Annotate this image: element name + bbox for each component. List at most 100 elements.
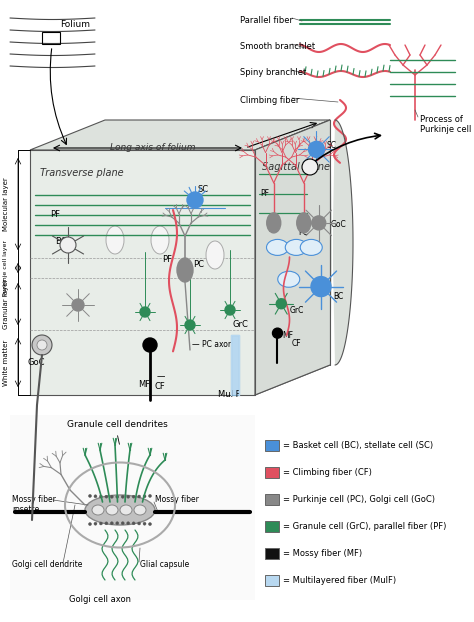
Text: Golgi cell dendrite: Golgi cell dendrite xyxy=(12,560,82,569)
Text: CF: CF xyxy=(155,382,166,391)
Text: Granule cell dendrites: Granule cell dendrites xyxy=(67,420,167,429)
Text: = Basket cell (BC), stellate cell (SC): = Basket cell (BC), stellate cell (SC) xyxy=(283,441,433,450)
Bar xyxy=(10,415,255,600)
Circle shape xyxy=(143,522,146,525)
Circle shape xyxy=(110,522,113,525)
Ellipse shape xyxy=(85,495,155,525)
Text: Climbing fiber: Climbing fiber xyxy=(240,96,300,105)
Text: Golgi cell axon: Golgi cell axon xyxy=(69,595,131,604)
Circle shape xyxy=(311,277,331,297)
Text: Sagittal plane: Sagittal plane xyxy=(262,162,330,172)
Text: GrC: GrC xyxy=(233,320,249,329)
Text: = Climbing fiber (CF): = Climbing fiber (CF) xyxy=(283,468,372,477)
Circle shape xyxy=(105,522,108,525)
Circle shape xyxy=(185,320,195,330)
Text: PC: PC xyxy=(193,260,204,269)
Bar xyxy=(265,494,279,505)
Circle shape xyxy=(116,522,119,525)
Circle shape xyxy=(148,494,152,498)
Circle shape xyxy=(100,495,102,498)
Ellipse shape xyxy=(297,213,311,233)
Text: = Mossy fiber (MF): = Mossy fiber (MF) xyxy=(283,549,362,558)
Text: — PC axon: — PC axon xyxy=(192,340,233,349)
Text: Molecular layer: Molecular layer xyxy=(3,177,9,231)
Text: Spiny branchlet: Spiny branchlet xyxy=(240,68,306,77)
Text: BC: BC xyxy=(55,237,67,246)
Text: PC: PC xyxy=(268,225,278,234)
Circle shape xyxy=(100,522,102,525)
Circle shape xyxy=(187,192,203,208)
Circle shape xyxy=(127,495,130,498)
Text: —: — xyxy=(157,372,165,381)
Text: PF: PF xyxy=(162,255,172,264)
Ellipse shape xyxy=(300,239,322,256)
Circle shape xyxy=(140,307,150,317)
Ellipse shape xyxy=(285,239,307,256)
Text: SC: SC xyxy=(198,185,209,194)
Polygon shape xyxy=(255,120,353,395)
Text: GrC: GrC xyxy=(289,306,304,315)
Text: Mul F: Mul F xyxy=(218,390,240,399)
Text: White matter: White matter xyxy=(3,340,9,386)
Bar xyxy=(265,548,279,559)
Text: Mossy fiber
rosette: Mossy fiber rosette xyxy=(12,495,56,514)
Polygon shape xyxy=(231,335,239,395)
Text: Process of
Purkinje cell: Process of Purkinje cell xyxy=(420,115,471,134)
Text: MF: MF xyxy=(283,331,293,340)
Circle shape xyxy=(127,522,130,525)
Ellipse shape xyxy=(106,505,118,515)
Text: BC: BC xyxy=(333,292,343,300)
Circle shape xyxy=(137,495,141,498)
Circle shape xyxy=(94,494,97,498)
Circle shape xyxy=(105,495,108,498)
Ellipse shape xyxy=(134,505,146,515)
Text: = Purkinje cell (PC), Golgi cell (GoC): = Purkinje cell (PC), Golgi cell (GoC) xyxy=(283,495,435,504)
Circle shape xyxy=(132,495,135,498)
Text: Transverse plane: Transverse plane xyxy=(40,168,124,178)
Circle shape xyxy=(116,495,119,498)
Text: GoC: GoC xyxy=(28,358,46,367)
Circle shape xyxy=(72,299,84,311)
Bar xyxy=(265,575,279,586)
Bar xyxy=(265,467,279,478)
Circle shape xyxy=(94,522,97,525)
Circle shape xyxy=(137,522,141,525)
Circle shape xyxy=(225,305,235,315)
Circle shape xyxy=(148,522,152,526)
Circle shape xyxy=(32,335,52,355)
Text: Folium: Folium xyxy=(60,20,90,29)
Text: Long axis of folium: Long axis of folium xyxy=(110,143,195,152)
Text: Purkinje cell layer: Purkinje cell layer xyxy=(3,240,9,296)
Circle shape xyxy=(143,494,146,498)
Text: PF: PF xyxy=(260,188,269,198)
Ellipse shape xyxy=(92,505,104,515)
Circle shape xyxy=(273,328,283,338)
Text: Glial capsule: Glial capsule xyxy=(140,560,189,569)
Text: Parallel fiber: Parallel fiber xyxy=(240,16,293,25)
Text: Mossy fiber: Mossy fiber xyxy=(155,495,199,504)
Circle shape xyxy=(276,299,286,309)
Circle shape xyxy=(89,494,91,498)
Bar xyxy=(265,521,279,532)
Circle shape xyxy=(312,216,326,230)
Ellipse shape xyxy=(120,505,132,515)
Ellipse shape xyxy=(151,226,169,254)
Text: PF: PF xyxy=(50,210,60,219)
Text: MF: MF xyxy=(138,380,150,389)
Polygon shape xyxy=(30,150,255,395)
Ellipse shape xyxy=(278,271,300,287)
Text: CF: CF xyxy=(292,338,301,348)
Circle shape xyxy=(143,338,157,352)
Circle shape xyxy=(60,237,76,253)
Circle shape xyxy=(89,522,91,526)
Bar xyxy=(265,440,279,451)
Circle shape xyxy=(110,495,113,498)
Bar xyxy=(42,32,60,44)
Polygon shape xyxy=(255,120,330,395)
Circle shape xyxy=(132,522,135,525)
Ellipse shape xyxy=(206,241,224,269)
Circle shape xyxy=(37,340,47,350)
Circle shape xyxy=(309,141,325,157)
Text: = Granule cell (GrC), parallel fiber (PF): = Granule cell (GrC), parallel fiber (PF… xyxy=(283,522,447,531)
Circle shape xyxy=(302,159,318,175)
